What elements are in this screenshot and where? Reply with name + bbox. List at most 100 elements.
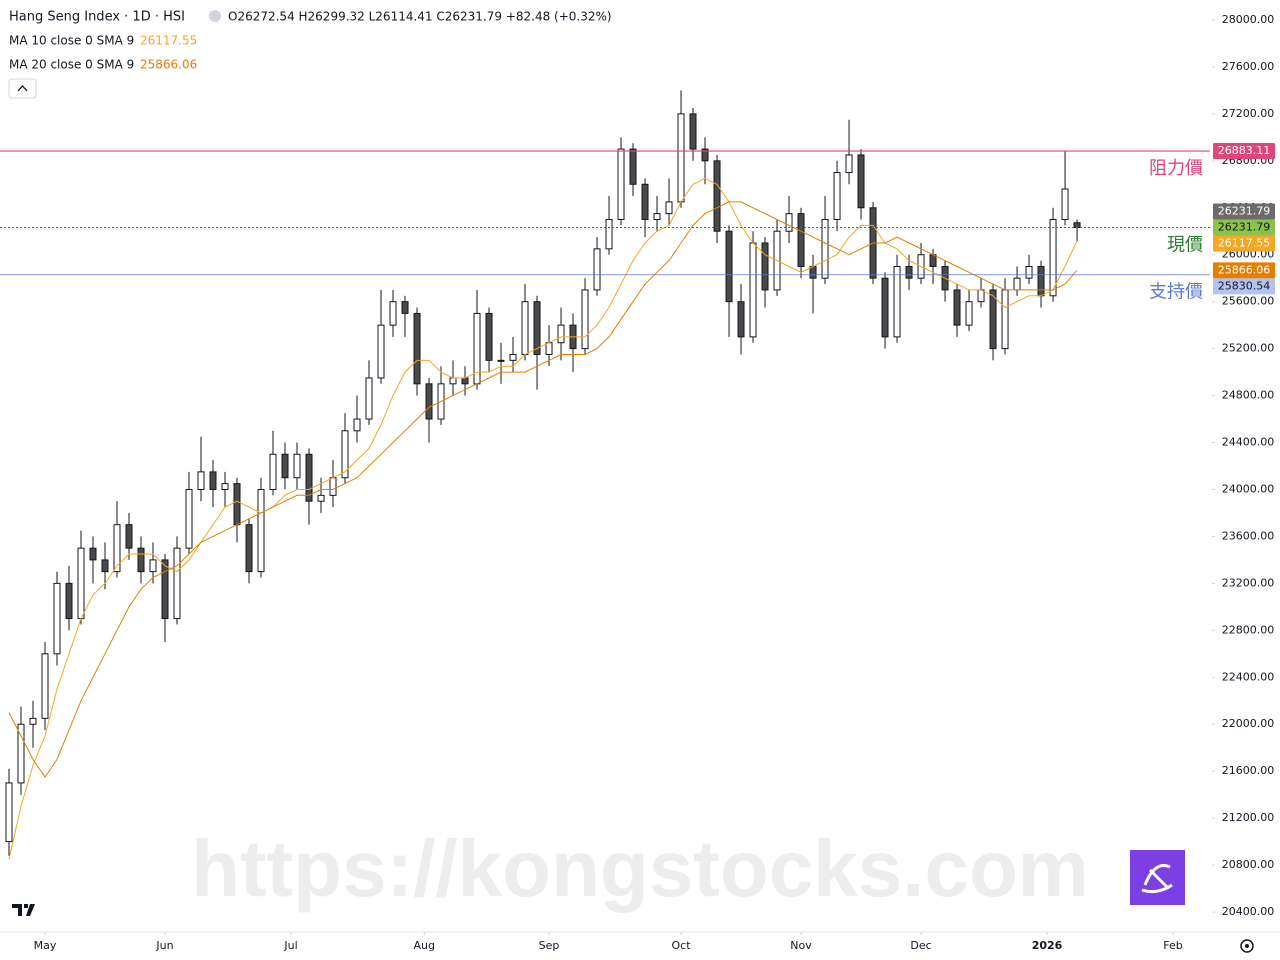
candle-body	[461, 377, 469, 385]
watermark: https://kongstocks.com	[191, 824, 1089, 913]
candle-body	[449, 377, 457, 385]
candle-body	[761, 242, 769, 291]
candle-body	[257, 488, 265, 573]
ma-line	[8, 177, 1078, 860]
level-label: 阻力價	[1149, 158, 1203, 179]
price-tag-box	[1213, 262, 1275, 279]
candle-body	[149, 559, 157, 573]
candle-body	[1037, 265, 1045, 297]
x-tick-label: May	[34, 939, 57, 952]
candle-body	[233, 483, 241, 526]
chart-title: Hang Seng Index · 1D · HSI	[9, 10, 185, 25]
candle-body	[557, 324, 565, 344]
candle-body	[485, 312, 493, 361]
y-tick-label: 24000.00	[1222, 482, 1275, 495]
y-tick-label: 21200.00	[1222, 811, 1275, 824]
x-tick-label: Feb	[1163, 939, 1182, 952]
candle-body	[53, 582, 61, 655]
price-tag: 26231.79	[1213, 219, 1275, 236]
price-tag: 26883.11	[1213, 143, 1275, 160]
x-tick-label: Nov	[790, 939, 812, 952]
candle-body	[977, 289, 985, 303]
site-logo	[1130, 850, 1185, 905]
status-icon	[209, 10, 221, 22]
candle-body	[221, 483, 229, 490]
candle-body	[593, 248, 601, 291]
y-tick-label: 20800.00	[1222, 858, 1275, 871]
x-tick-label: Jul	[283, 939, 297, 952]
candle-body	[689, 113, 697, 150]
plot	[5, 90, 1081, 860]
candle-body	[665, 201, 673, 215]
candle-body	[29, 717, 37, 725]
price-tag-box	[1213, 278, 1275, 295]
candle-body	[293, 453, 301, 479]
candle-body	[653, 213, 661, 221]
candle-body	[737, 301, 745, 338]
quote: O26272.54 H26299.32 L26114.41 C26231.79 …	[228, 10, 612, 24]
candle-body	[965, 301, 973, 326]
candle-body	[17, 723, 25, 784]
candle-body	[113, 524, 121, 573]
candle-body	[89, 547, 97, 561]
price-tag-box	[1213, 203, 1275, 220]
y-tick-label: 24400.00	[1222, 436, 1275, 449]
candle-body	[161, 559, 169, 620]
candle-body	[281, 453, 289, 479]
candle-body	[377, 324, 385, 379]
candle-body	[641, 183, 649, 221]
candle-body	[521, 301, 529, 355]
price-tag-box	[1213, 219, 1275, 236]
candle-body	[341, 430, 349, 479]
price-tag: 25830.54	[1213, 278, 1275, 295]
candle-body	[1049, 219, 1057, 297]
legend-ma10-value: 26117.55	[140, 34, 197, 48]
y-tick-label: 28000.00	[1222, 13, 1275, 26]
candle-body	[125, 524, 133, 549]
candle-body	[821, 219, 829, 279]
candle-body	[1001, 289, 1009, 350]
price-tag: 25866.06	[1213, 262, 1275, 279]
price-tag-box	[1213, 235, 1275, 252]
level-label: 支持價	[1149, 282, 1203, 303]
candle-body	[701, 148, 709, 162]
level-label: 現價	[1167, 235, 1203, 256]
y-tick-label: 23200.00	[1222, 576, 1275, 589]
candle-body	[953, 289, 961, 326]
candle-body	[893, 265, 901, 338]
candle-body	[305, 453, 313, 502]
collapse-button[interactable]	[8, 78, 37, 99]
legend-ma10: MA 10 close 0 SMA 9	[9, 34, 134, 48]
candle-body	[581, 289, 589, 350]
candle-body	[353, 418, 361, 432]
candle-body	[1025, 265, 1033, 279]
y-tick-label: 25600.00	[1222, 295, 1275, 308]
y-tick-label: 22800.00	[1222, 623, 1275, 636]
x-tick-label: Aug	[413, 939, 434, 952]
candle-body	[245, 524, 253, 573]
candle-body	[413, 312, 421, 385]
candle-body	[389, 301, 397, 326]
candle-body	[1061, 188, 1069, 221]
candle-body	[713, 160, 721, 232]
price-tag-box	[1213, 143, 1275, 160]
candle-body	[401, 301, 409, 314]
y-tick-label: 22400.00	[1222, 670, 1275, 683]
candle-body	[173, 547, 181, 620]
candle-body	[629, 148, 637, 185]
candle-body	[1073, 222, 1081, 229]
x-tick-label: Oct	[672, 939, 692, 952]
candle-body	[329, 477, 337, 496]
candle-body	[725, 230, 733, 303]
x-tick-label: Jun	[155, 939, 173, 952]
candle-body	[185, 488, 193, 549]
settings-icon[interactable]	[1240, 939, 1254, 953]
price-tag-label: 25830.54	[1218, 279, 1271, 292]
price-tag-label: 26231.79	[1218, 205, 1271, 218]
candle-body	[425, 383, 433, 420]
price-tag: 26117.55	[1213, 235, 1275, 252]
candle-body	[209, 471, 217, 490]
price-tag-label: 26117.55	[1218, 237, 1271, 250]
candle-body	[749, 242, 757, 338]
